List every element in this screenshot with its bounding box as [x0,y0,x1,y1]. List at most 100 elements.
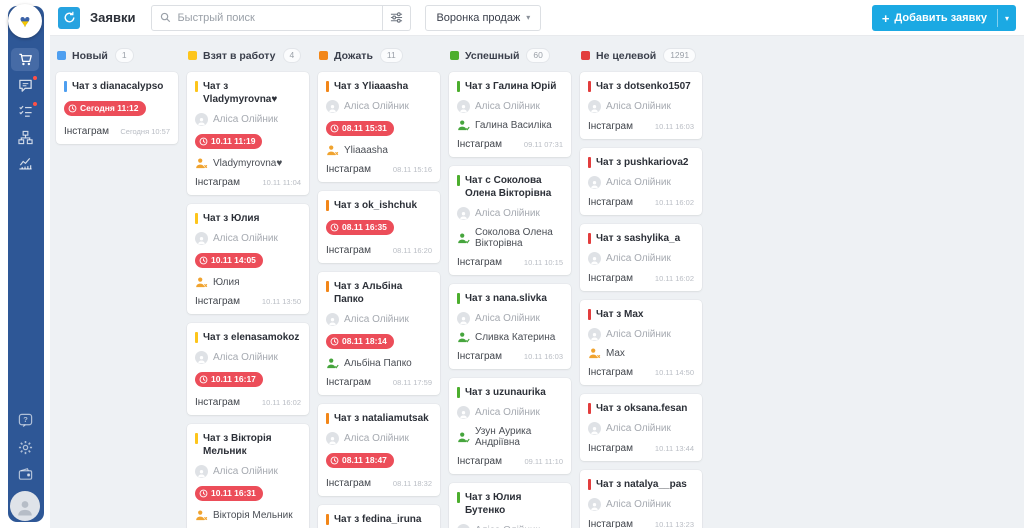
stage-accent-bar [64,81,67,93]
user-avatar-icon [195,113,208,127]
card-contact: Галина Василіка [457,120,563,131]
page-title: Заявки [90,10,136,25]
svg-text:?: ? [23,415,28,424]
lead-source: Інстаграм [326,164,371,176]
stage-accent-bar [195,81,198,93]
contact-person-icon [457,332,470,343]
lead-card[interactable]: Чат з dotsenko1507 Аліса Олійник Інстаграм… [580,72,702,140]
card-title: Чат з uzunaurika [457,386,563,399]
lead-card[interactable]: Чат з Юлия БутенкоАліса ОлійникБутенко Ю… [449,483,571,528]
card-contact: Max [588,348,694,359]
lead-card[interactable]: Чат з uzunaurika Аліса Олійник Узун Аурика… [449,378,571,475]
lead-card[interactable]: Чат з Вікторія Мельник Аліса Олійник 10.11… [187,424,309,528]
card-responsible: Аліса Олійник [588,100,694,114]
card-contact: Вікторія Мельник [195,510,301,521]
stage-accent-bar [457,387,460,399]
add-lead-label: Добавить заявку [894,12,987,24]
card-title: Чат з nataliamutsak [326,412,432,425]
card-responsible: Аліса Олійник [195,351,301,365]
sidebar-item-help[interactable]: ? [11,410,39,430]
lead-card[interactable]: Чат з elenasamokoz Аліса Олійник 10.11 16:… [187,323,309,416]
notification-dot [32,75,38,81]
lead-card[interactable]: Чат з nana.slivka Аліса Олійник Сливка Кат… [449,284,571,370]
sidebar-item-companies[interactable] [11,126,39,149]
clock-icon [330,124,339,133]
stage-count-badge: 1291 [663,48,697,64]
card-footer: Інстаграм 10.11 16:02 [195,397,301,408]
add-lead-dropdown[interactable]: ▾ [1004,13,1009,23]
lead-card[interactable]: Чат з Max Аліса Олійник Max Інстаграм 10.11 … [580,300,702,386]
clock-icon [330,337,339,346]
card-responsible: Аліса Олійник [195,113,301,127]
lead-card[interactable]: Чат з Юлия Аліса Олійник 10.11 14:05 Юлия Ін… [187,204,309,315]
sidebar-item-chats[interactable] [11,74,39,97]
lead-source: Інстаграм [457,139,502,151]
column-cards: Чат з dotsenko1507 Аліса Олійник Інстаграм… [580,72,702,528]
search-icon [160,12,171,23]
column-header[interactable]: Не целевой 1291 [580,40,702,72]
column-cards: Чат з Галина Юрій Аліса Олійник Галина Вас… [449,72,571,528]
add-lead-button[interactable]: + Добавить заявку ▾ [871,5,1016,31]
stage-color-dot [450,51,459,61]
lead-card[interactable]: Чат з ok_ishchuk 08.11 16:35 Інстаграм 08.1… [318,191,440,264]
column-header[interactable]: Взят в работу 4 [187,40,309,72]
column-header[interactable]: Успешный 60 [449,40,571,72]
card-title: Чат з Max [588,308,694,321]
sidebar-item-billing[interactable] [11,464,39,484]
card-title: Чат з sashylika_a [588,232,694,245]
kanban-column-new: Новый 1 Чат з dianacalypso Сегодня 11:12 І… [56,40,178,153]
lead-time: 08.11 17:59 [392,378,432,388]
lead-card[interactable]: Чат з Vladymyrovna♥ Аліса Олійник 10.11 11… [187,72,309,196]
lead-source: Інстаграм [195,296,240,308]
sidebar-item-tasks[interactable] [11,100,39,123]
sidebar-item-settings[interactable] [11,437,39,457]
card-footer: Інстаграм 10.11 11:04 [195,177,301,188]
kanban-column-in-work: Взят в работу 4 Чат з Vladymyrovna♥ Аліса… [187,40,309,528]
lead-card[interactable]: Чат з dianacalypso Сегодня 11:12 Інстаграм… [56,72,178,145]
refresh-button[interactable] [58,6,80,29]
lead-card[interactable]: Чат з Yliaaasha Аліса Олійник 08.11 15:31 Y… [318,72,440,183]
stage-count-badge: 4 [282,48,302,64]
card-title: Чат з Альбіна Папко [326,280,432,306]
column-header[interactable]: Новый 1 [56,40,178,72]
card-title: Чат з elenasamokoz [195,331,301,344]
lead-time: 09.11 11:10 [524,457,563,467]
pipeline-selector[interactable]: Воронка продаж ▾ [425,4,542,31]
lead-source: Інстаграм [588,121,633,133]
sidebar-item-stats[interactable] [11,152,39,175]
account-logo[interactable]: ♥ ♥ [8,4,42,38]
task-due-badge: 10.11 14:05 [195,253,263,268]
card-title: Чат з Юлия Бутенко [457,491,563,517]
lead-card[interactable]: Чат з natalya__pas Аліса Олійник Інстаграм… [580,470,702,528]
sidebar-item-deals[interactable] [11,48,39,71]
lead-card[interactable]: Чат з oksana.fesan Аліса Олійник Інстаграм… [580,394,702,462]
sidebar-item-profile[interactable] [10,491,40,521]
card-title: Чат с Соколова Олена Вікторівна [457,174,563,200]
stage-accent-bar [195,433,198,445]
lead-card[interactable]: Чат з sashylika_a Аліса Олійник Інстаграм 1… [580,224,702,292]
main-area: Заявки Воронка продаж [50,0,1024,528]
kanban-column-non-target: Не целевой 1291 Чат з dotsenko1507 Аліса … [580,40,702,528]
sidebar: ♥ ♥ ? [0,0,50,528]
lead-card[interactable]: Чат з Альбіна Папко Аліса Олійник 08.11 18… [318,272,440,396]
user-avatar-icon [195,351,208,365]
stage-accent-bar [588,233,591,245]
search-input[interactable] [177,11,375,24]
lead-source: Інстаграм [457,351,502,363]
stats-icon [18,156,33,171]
card-title: Чат з fedina_iruna [326,513,432,526]
column-cards: Чат з dianacalypso Сегодня 11:12 Інстаграм… [56,72,178,145]
lead-time: 09.11 07:31 [523,140,563,150]
lead-card[interactable]: Чат з Галина Юрій Аліса Олійник Галина Вас… [449,72,571,158]
lead-card[interactable]: Чат з nataliamutsak Аліса Олійник 08.11 18… [318,404,440,497]
search-settings-button[interactable] [383,4,412,31]
lead-card[interactable]: Чат с Соколова Олена Вікторівна Аліса Олі… [449,166,571,276]
lead-source: Інстаграм [588,367,633,379]
stage-count-badge: 11 [379,48,403,64]
stage-label: Дожать [334,49,373,62]
stage-accent-bar [457,81,460,93]
lead-card[interactable]: Чат з pushkariova2 Аліса Олійник Інстаграм… [580,148,702,216]
user-avatar-icon [588,422,601,436]
column-header[interactable]: Дожать 11 [318,40,440,72]
